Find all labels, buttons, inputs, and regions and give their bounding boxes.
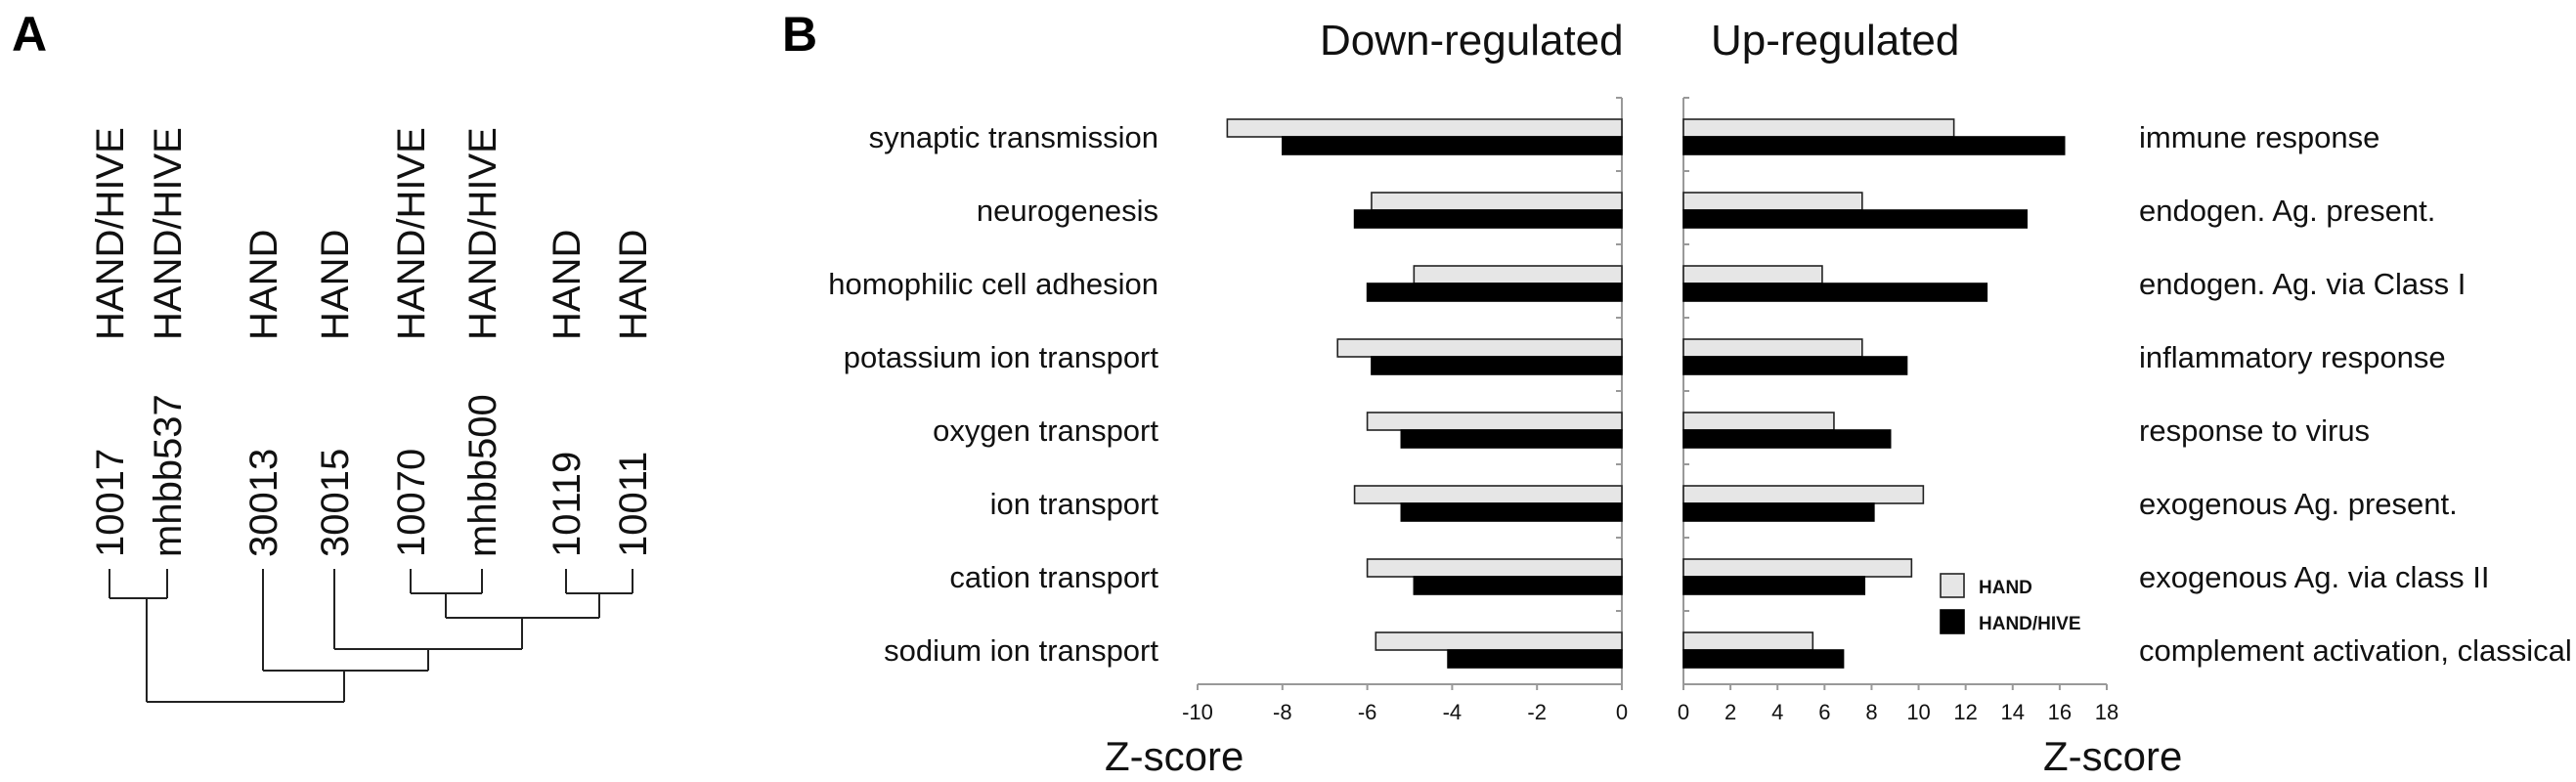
legend-label-hand-hive: HAND/HIVE (1979, 614, 2081, 634)
dendrogram-group-label: HAND/HIVE (390, 127, 433, 340)
category-label: response to virus (2139, 413, 2370, 448)
dendrogram-sample-label: 30015 (314, 449, 357, 557)
category-label: homophilic cell adhesion (828, 267, 1158, 301)
x-tick-label: 18 (2095, 700, 2118, 724)
bar-hand (1366, 558, 1623, 578)
bar-hand (1413, 265, 1623, 284)
dendrogram-sample-label: 30013 (242, 449, 285, 557)
panel-b-bar-charts: B Down-regulated Up-regulated -10 -8 -6 -4-… (782, 7, 2572, 779)
category-label: immune response (2139, 120, 2380, 154)
bar-hand-hive (1682, 429, 1892, 449)
x-tick-label: -10 (1182, 700, 1213, 724)
down-regulated-chart: -10 -8 -6 -4 -2 0 synaptic transmission neuroge… (828, 97, 1628, 724)
category-label: complement activation, classical (2139, 633, 2572, 668)
category-label: endogen. Ag. via Class I (2139, 267, 2466, 301)
x-tick-label: -8 (1273, 700, 1292, 724)
x-tick-label: 0 (1616, 700, 1628, 724)
x-tick-label: 2 (1725, 700, 1736, 724)
legend-swatch-hand-hive (1940, 609, 1965, 634)
down-xaxis-label: Z-score (1105, 733, 1244, 779)
up-chart-title: Up-regulated (1711, 17, 1959, 65)
panel-a-dendrogram: A HAND/HIVE 10017 HAND/HIVE mhbb537 HAND 3001… (12, 7, 655, 703)
dendrogram-sample-label: mhbb537 (147, 394, 190, 557)
dendrogram-sample-label: 10017 (89, 449, 132, 557)
bar-hand-hive (1447, 649, 1623, 669)
x-tick-label: -4 (1443, 700, 1463, 724)
bar-hand (1366, 412, 1623, 431)
bar-hand-hive (1682, 282, 1988, 302)
legend: HAND HAND/HIVE (1940, 573, 2081, 634)
dendrogram-group-label: HAND/HIVE (461, 127, 504, 340)
x-tick-label: 8 (1865, 700, 1877, 724)
bar-hand-hive (1366, 282, 1623, 302)
bar-hand-hive (1413, 576, 1623, 595)
bar-hand (1682, 558, 1913, 578)
bar-hand (1682, 192, 1863, 211)
bar-hand-hive (1682, 502, 1875, 522)
bar-hand-hive (1682, 209, 2029, 229)
x-tick-label: 4 (1771, 700, 1783, 724)
category-label: neurogenesis (977, 194, 1158, 228)
category-label: ion transport (990, 487, 1159, 521)
bar-hand (1336, 338, 1623, 358)
category-label: endogen. Ag. present. (2139, 194, 2435, 228)
down-chart-title: Down-regulated (1320, 17, 1624, 65)
dendrogram-tree (109, 569, 633, 703)
x-tick-label: 12 (1953, 700, 1977, 724)
category-label: sodium ion transport (884, 633, 1158, 668)
panel-b-letter: B (782, 7, 817, 62)
category-label: exogenous Ag. present. (2139, 487, 2458, 521)
panel-a-letter: A (12, 7, 47, 62)
bar-hand-hive (1682, 576, 1866, 595)
bar-hand (1375, 631, 1623, 651)
bar-hand (1682, 485, 1925, 504)
x-tick-label: 16 (2048, 700, 2072, 724)
bar-hand (1682, 338, 1863, 358)
up-regulated-chart: 0 2 4 6 8 10 12 14 16 18 immune response endogen. A… (1678, 97, 2572, 724)
x-tick-label: -6 (1358, 700, 1377, 724)
dendrogram-sample-label: 10119 (546, 452, 589, 557)
dendrogram-group-label: HAND (546, 230, 589, 340)
category-label: exogenous Ag. via class II (2139, 560, 2489, 594)
bar-hand (1226, 118, 1623, 138)
bar-hand-hive (1353, 209, 1623, 229)
dendrogram-sample-label: 10011 (612, 452, 655, 557)
dendrogram-group-label: HAND/HIVE (147, 127, 190, 340)
bar-hand (1371, 192, 1623, 211)
dendrogram-group-label: HAND/HIVE (89, 127, 132, 340)
x-tick-label: 6 (1818, 700, 1830, 724)
dendrogram-sample-label: 10070 (390, 449, 433, 557)
dendrogram-group-label: HAND (612, 230, 655, 340)
category-label: cation transport (949, 560, 1158, 594)
legend-swatch-hand (1940, 573, 1965, 598)
bar-hand-hive (1282, 136, 1623, 155)
category-label: oxygen transport (933, 413, 1158, 448)
bar-hand (1682, 412, 1835, 431)
dendrogram-group-label: HAND (242, 230, 285, 340)
bar-hand (1353, 485, 1623, 504)
bar-hand-hive (1682, 649, 1845, 669)
bar-hand-hive (1682, 356, 1908, 375)
bar-hand-hive (1371, 356, 1623, 375)
bar-hand (1682, 265, 1823, 284)
x-tick-label: 10 (1906, 700, 1930, 724)
x-tick-label: 14 (2001, 700, 2025, 724)
up-xaxis-label: Z-score (2043, 733, 2182, 779)
dendrogram-group-label: HAND (314, 230, 357, 340)
dendrogram-sample-label: mhbb500 (461, 394, 504, 557)
bar-hand (1682, 631, 1814, 651)
bar-hand-hive (1400, 502, 1623, 522)
category-label: potassium ion transport (844, 340, 1159, 374)
category-label: synaptic transmission (869, 120, 1158, 154)
legend-label-hand: HAND (1979, 578, 2032, 598)
category-label: inflammatory response (2139, 340, 2446, 374)
x-tick-label: 0 (1678, 700, 1689, 724)
bar-hand-hive (1682, 136, 2066, 155)
bar-hand-hive (1400, 429, 1623, 449)
bar-hand (1682, 118, 1955, 138)
x-tick-label: -2 (1527, 700, 1547, 724)
